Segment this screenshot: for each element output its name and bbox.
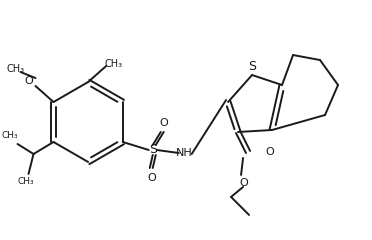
Text: CH₃: CH₃ [6, 64, 25, 74]
Text: NH: NH [176, 148, 193, 158]
Text: O: O [159, 118, 168, 128]
Text: CH₃: CH₃ [104, 59, 122, 69]
Text: O: O [240, 178, 248, 188]
Text: O: O [266, 147, 275, 157]
Text: CH₃: CH₃ [1, 132, 18, 140]
Text: S: S [248, 60, 256, 72]
Text: S: S [149, 144, 157, 156]
Text: O: O [24, 76, 33, 86]
Text: CH₃: CH₃ [17, 177, 34, 186]
Text: O: O [147, 173, 156, 183]
